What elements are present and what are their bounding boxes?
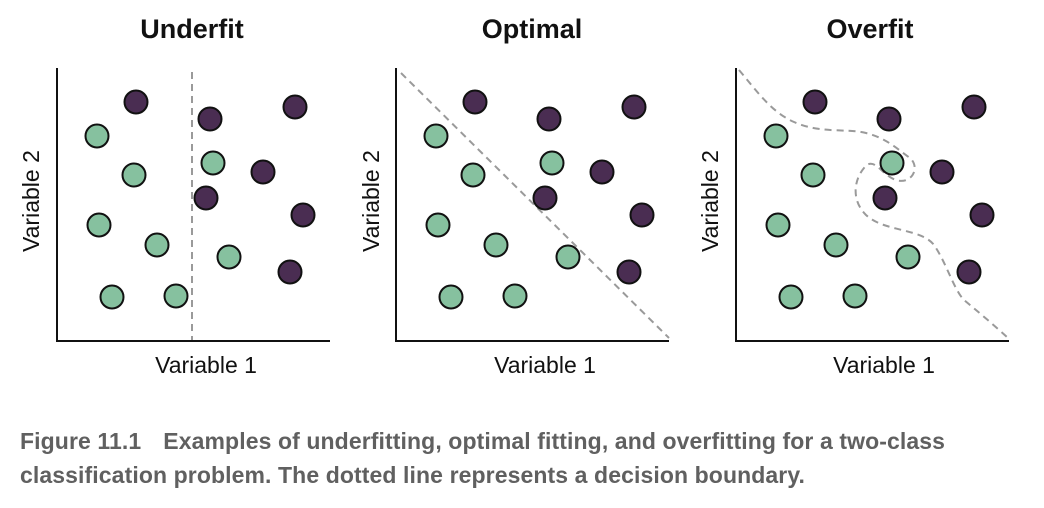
- green-point-underfit-7: [200, 150, 226, 176]
- fitting-diagram: [56, 68, 1009, 342]
- y-axis-label-overfit: Variable 2: [697, 150, 723, 252]
- panel-overfit: [735, 68, 1009, 342]
- green-point-optimal-6: [502, 283, 528, 309]
- green-point-optimal-2: [460, 162, 486, 188]
- x-axis-label-overfit: Variable 1: [833, 352, 935, 378]
- x-axis-label-optimal: Variable 1: [494, 352, 596, 378]
- purple-point-underfit-1: [123, 89, 149, 115]
- purple-point-overfit-4: [929, 159, 955, 185]
- panel-title-underfit: Underfit: [140, 14, 244, 44]
- purple-point-optimal-3: [621, 94, 647, 120]
- green-point-overfit-4: [823, 232, 849, 258]
- x-axis-label-underfit: Variable 1: [155, 352, 257, 378]
- green-point-underfit-2: [121, 162, 147, 188]
- purple-point-optimal-4: [589, 159, 615, 185]
- green-point-overfit-8: [895, 244, 921, 270]
- purple-point-overfit-1: [802, 89, 828, 115]
- purple-point-optimal-6: [629, 202, 655, 228]
- decision-boundary-optimal: [400, 72, 670, 339]
- green-point-underfit-5: [99, 284, 125, 310]
- axes-overfit: [735, 68, 1009, 342]
- green-point-overfit-5: [778, 284, 804, 310]
- green-point-optimal-1: [423, 123, 449, 149]
- purple-point-underfit-5: [193, 185, 219, 211]
- purple-point-overfit-2: [876, 106, 902, 132]
- panel-title-optimal: Optimal: [481, 14, 583, 44]
- y-axis-label-underfit: Variable 2: [18, 150, 44, 252]
- figure-caption: Figure 11.1 Examples of underfitting, opt…: [20, 424, 1030, 492]
- green-point-overfit-7: [879, 150, 905, 176]
- green-point-optimal-7: [539, 150, 565, 176]
- figure-caption-text: Examples of underfitting, optimal fittin…: [20, 428, 946, 488]
- green-point-overfit-6: [842, 283, 868, 309]
- green-point-optimal-8: [555, 244, 581, 270]
- purple-point-optimal-1: [462, 89, 488, 115]
- purple-point-underfit-2: [197, 106, 223, 132]
- green-point-underfit-1: [84, 123, 110, 149]
- decision-boundary-overfit: [738, 69, 1009, 339]
- panel-title-overfit: Overfit: [826, 14, 914, 44]
- purple-point-overfit-6: [969, 202, 995, 228]
- green-point-overfit-3: [765, 212, 791, 238]
- y-axis-label-optimal: Variable 2: [358, 150, 384, 252]
- green-point-underfit-3: [86, 212, 112, 238]
- green-point-optimal-3: [425, 212, 451, 238]
- green-point-overfit-1: [763, 123, 789, 149]
- green-point-optimal-4: [483, 232, 509, 258]
- axes-optimal: [395, 68, 669, 342]
- panel-optimal: [395, 68, 670, 342]
- figure-number: Figure 11.1: [20, 428, 142, 454]
- green-point-underfit-4: [144, 232, 170, 258]
- green-point-underfit-6: [163, 283, 189, 309]
- green-point-optimal-5: [438, 284, 464, 310]
- purple-point-underfit-3: [282, 94, 308, 120]
- purple-point-underfit-7: [277, 259, 303, 285]
- panel-underfit: [56, 68, 330, 342]
- axes-underfit: [56, 68, 330, 342]
- purple-point-overfit-3: [961, 94, 987, 120]
- purple-point-overfit-5: [872, 185, 898, 211]
- purple-point-optimal-5: [532, 185, 558, 211]
- purple-point-optimal-2: [536, 106, 562, 132]
- purple-point-underfit-4: [250, 159, 276, 185]
- purple-point-optimal-7: [616, 259, 642, 285]
- green-point-underfit-8: [216, 244, 242, 270]
- purple-point-overfit-7: [956, 259, 982, 285]
- green-point-overfit-2: [800, 162, 826, 188]
- purple-point-underfit-6: [290, 202, 316, 228]
